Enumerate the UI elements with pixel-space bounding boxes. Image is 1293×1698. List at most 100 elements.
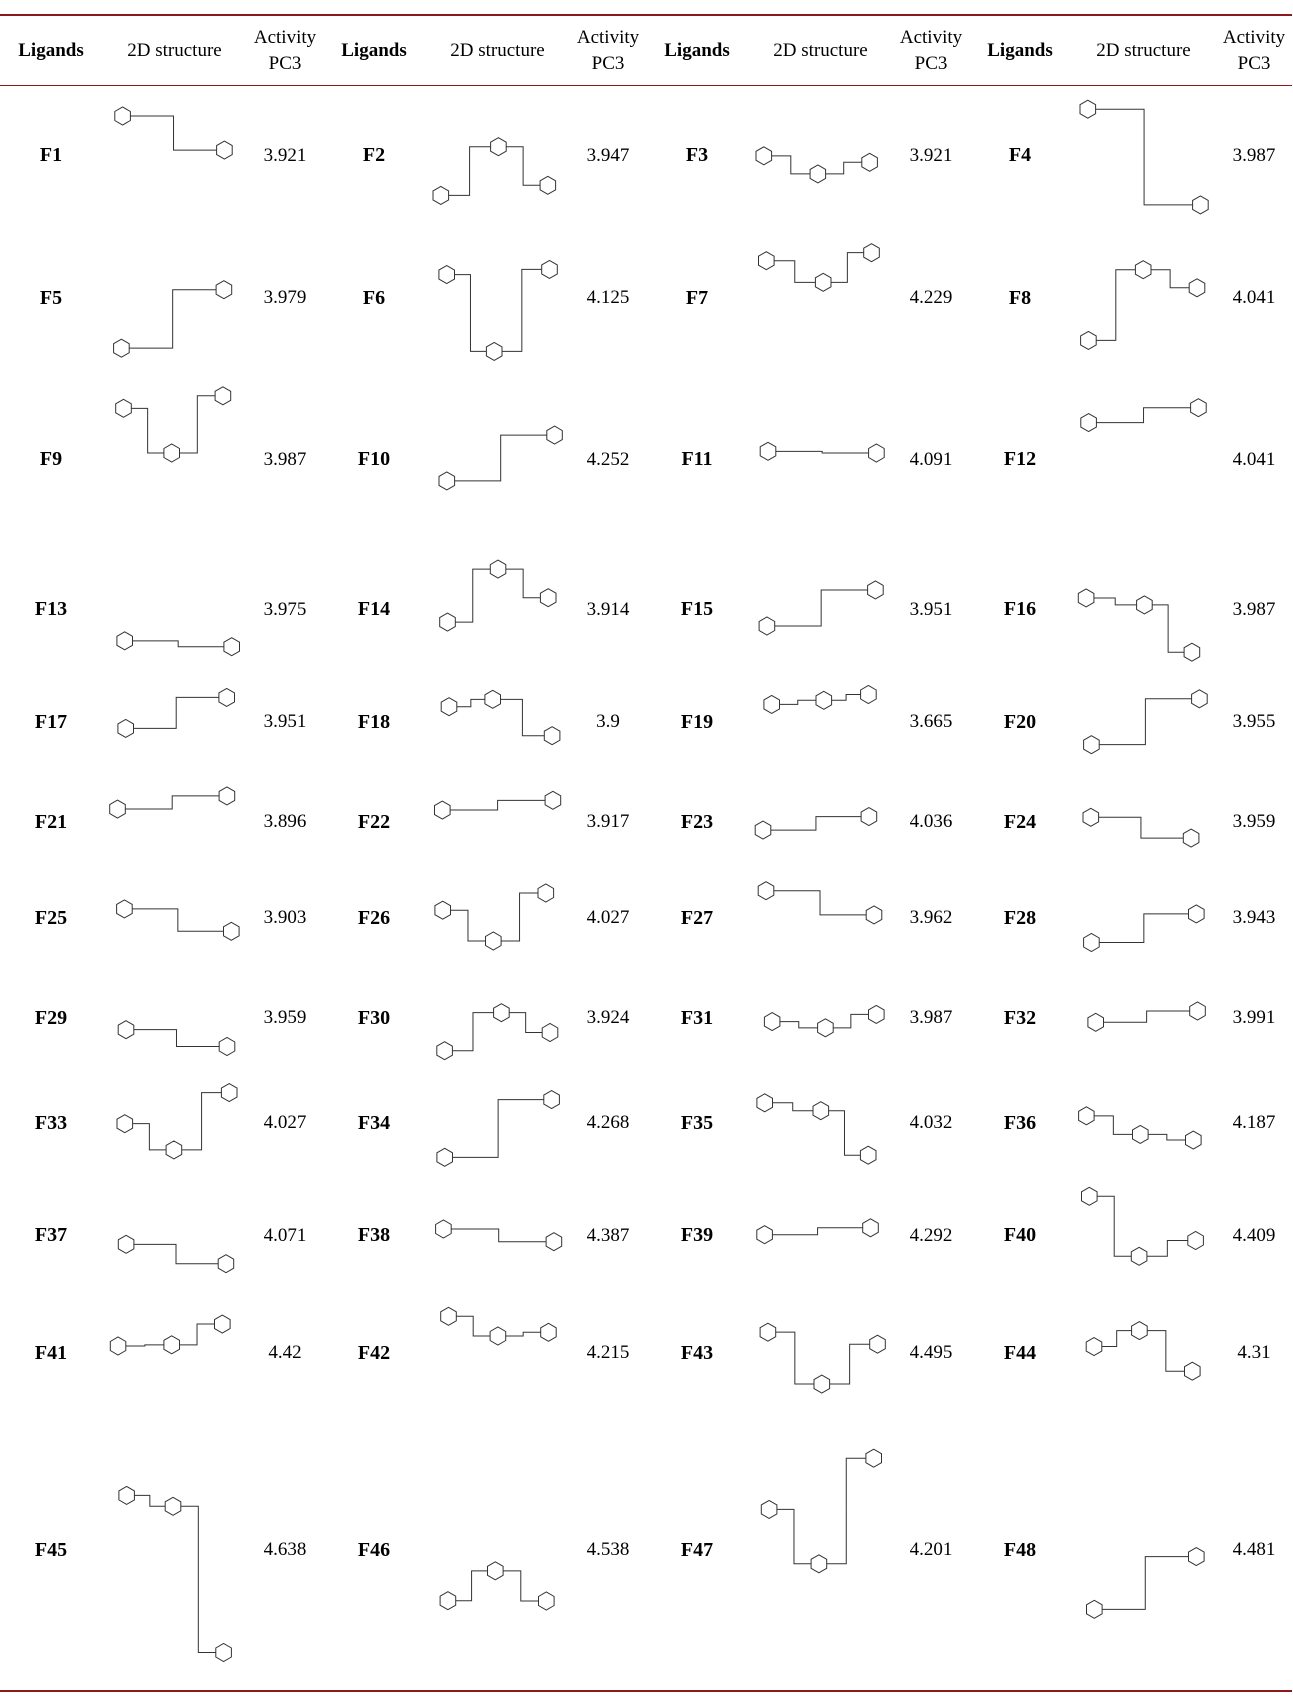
bond-chain: [127, 1495, 224, 1652]
ring: [1189, 904, 1205, 922]
ring: [1135, 260, 1151, 278]
bond-chain: [441, 146, 548, 195]
structure-cell: [102, 86, 247, 226]
ligand-name: F9: [0, 371, 102, 549]
ring: [217, 141, 233, 159]
structure-cell: [425, 1411, 570, 1691]
ligand-name: F2: [323, 86, 425, 226]
ligand-name: F40: [969, 1176, 1071, 1296]
activity-value: 4.027: [570, 871, 646, 966]
ring: [437, 1041, 453, 1059]
column-header: Ligands: [969, 15, 1071, 86]
ligand-name: F34: [323, 1071, 425, 1176]
ring: [759, 251, 775, 269]
structure-cell: [1071, 1176, 1216, 1296]
activity-value: 4.387: [570, 1176, 646, 1296]
bond-chain: [1096, 1011, 1198, 1022]
structure-drawing: [1076, 90, 1211, 222]
ligand-name: F19: [646, 671, 748, 774]
ring: [764, 695, 780, 713]
ring: [757, 1225, 773, 1243]
ring: [441, 1307, 457, 1325]
ring: [1131, 1247, 1147, 1265]
activity-value: 3.921: [247, 86, 323, 226]
bond-chain: [765, 1227, 871, 1234]
activity-value: 3.959: [247, 966, 323, 1071]
ring: [1191, 398, 1207, 416]
structure-cell: [748, 774, 893, 871]
structure-cell: [748, 371, 893, 549]
ring: [437, 1148, 453, 1166]
structure-drawing: [430, 970, 565, 1067]
structure-cell: [1071, 966, 1216, 1071]
activity-value: 4.252: [570, 371, 646, 549]
bond-chain: [447, 435, 555, 481]
column-header: Activity PC3: [893, 15, 969, 86]
activity-value: 3.947: [570, 86, 646, 226]
structure-drawing: [753, 778, 888, 867]
structure-drawing: [430, 1414, 565, 1686]
bond-chain: [1089, 1196, 1195, 1256]
structure-drawing: [753, 1414, 888, 1686]
ligand-name: F3: [646, 86, 748, 226]
structure-drawing: [107, 675, 242, 770]
ligand-name: F4: [969, 86, 1071, 226]
structure-cell: [425, 86, 570, 226]
activity-value: 3.943: [1216, 871, 1292, 966]
structure-drawing: [1076, 1180, 1211, 1292]
ring: [215, 386, 231, 404]
ring: [1133, 1125, 1149, 1143]
structure-drawing: [753, 675, 888, 770]
structure-cell: [425, 1176, 570, 1296]
ring: [862, 153, 878, 171]
structure-cell: [425, 871, 570, 966]
activity-value: 4.495: [893, 1296, 969, 1411]
ring: [435, 901, 451, 919]
ligand-name: F38: [323, 1176, 425, 1296]
activity-value: 4.071: [247, 1176, 323, 1296]
ligand-name: F20: [969, 671, 1071, 774]
ligand-name: F22: [323, 774, 425, 871]
structure-cell: [425, 774, 570, 871]
structure-cell: [748, 1071, 893, 1176]
ligand-name: F15: [646, 549, 748, 671]
ring: [1081, 331, 1097, 349]
activity-value: 3.903: [247, 871, 323, 966]
bond-chain: [125, 1092, 229, 1149]
ligand-name: F18: [323, 671, 425, 774]
ring: [818, 1018, 834, 1036]
ligand-name: F32: [969, 966, 1071, 1071]
bond-chain: [443, 1229, 553, 1242]
ring: [759, 617, 775, 635]
ring: [117, 899, 133, 917]
structure-cell: [425, 549, 570, 671]
structure-cell: [102, 1296, 247, 1411]
ring: [118, 1235, 134, 1253]
ligand-name: F10: [323, 371, 425, 549]
bond-chain: [1089, 407, 1199, 422]
ring: [215, 1315, 231, 1333]
structure-drawing: [430, 90, 565, 222]
ligand-name: F21: [0, 774, 102, 871]
ring: [1081, 413, 1097, 431]
structure-cell: [748, 86, 893, 226]
structure-cell: [102, 1176, 247, 1296]
ligand-name: F27: [646, 871, 748, 966]
structure-cell: [102, 871, 247, 966]
column-header: Activity PC3: [247, 15, 323, 86]
bond-chain: [124, 908, 231, 930]
ring: [117, 1114, 133, 1132]
activity-value: 3.921: [893, 86, 969, 226]
bond-chain: [768, 451, 876, 453]
ligand-name: F41: [0, 1296, 102, 1411]
structure-drawing: [107, 1180, 242, 1292]
ring: [490, 560, 506, 578]
ring: [115, 107, 131, 125]
ring: [486, 932, 502, 950]
activity-value: 3.951: [893, 549, 969, 671]
structure-drawing: [1076, 1075, 1211, 1172]
